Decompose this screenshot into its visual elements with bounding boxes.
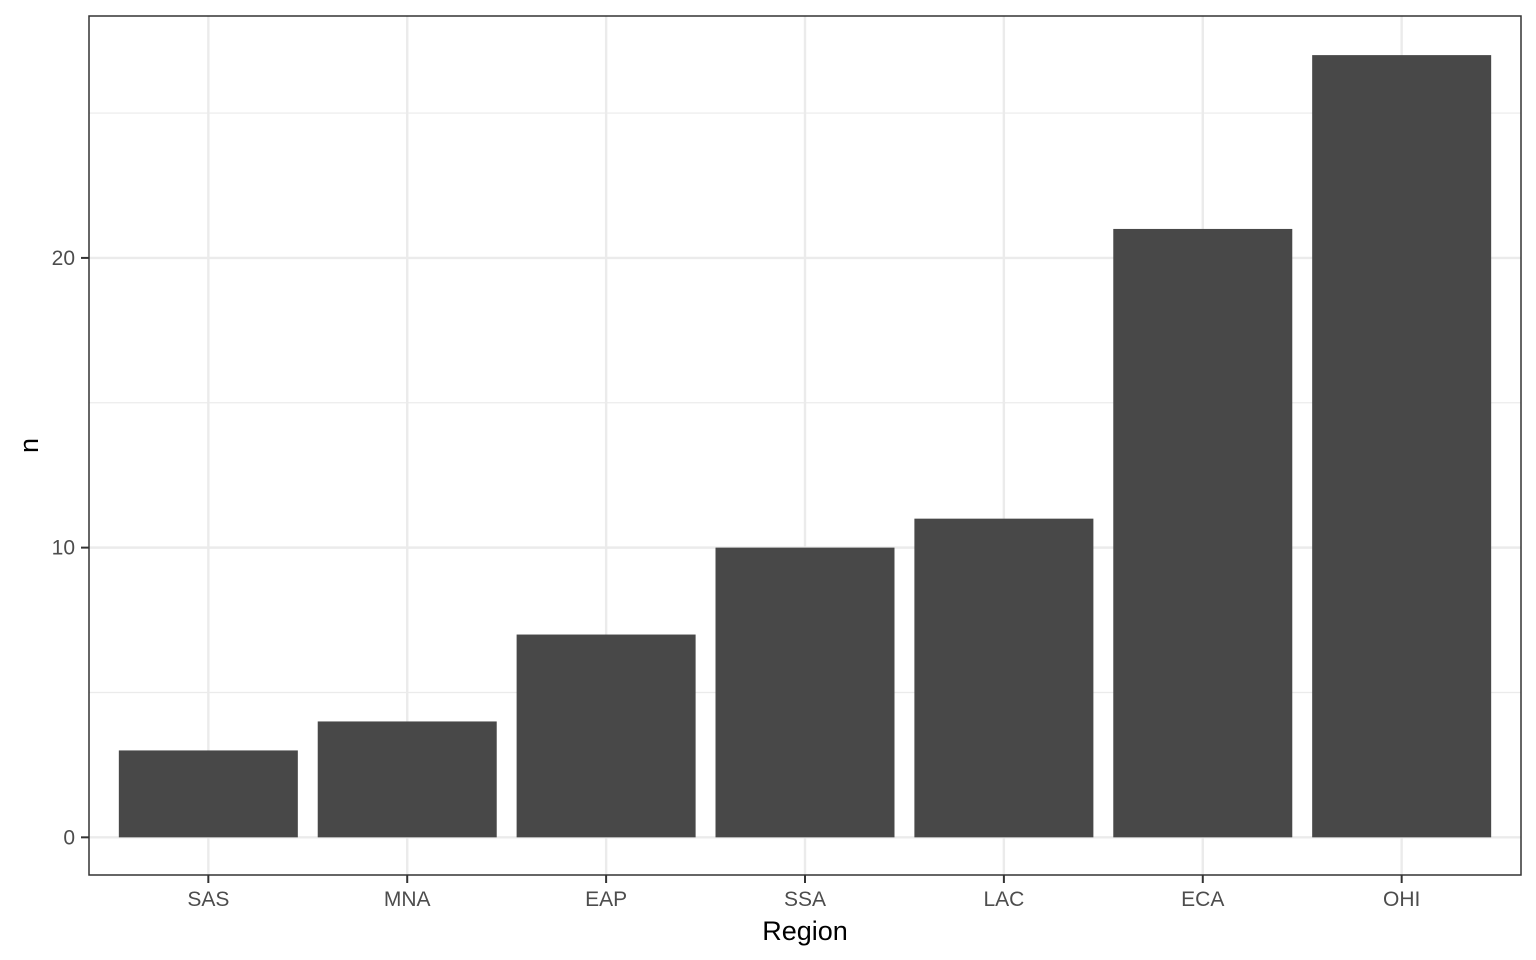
bar-mna bbox=[317, 721, 497, 838]
x-tick-label: SAS bbox=[187, 888, 229, 911]
bar-eap bbox=[516, 634, 696, 838]
x-tick-label: LAC bbox=[983, 888, 1024, 911]
x-tick-label: MNA bbox=[384, 888, 431, 911]
x-axis-title: Region bbox=[762, 916, 848, 946]
bar-sas bbox=[118, 750, 298, 838]
x-tick-label: OHI bbox=[1383, 888, 1420, 911]
x-tick-label: ECA bbox=[1181, 888, 1224, 911]
bar-ohi bbox=[1312, 55, 1492, 838]
bars bbox=[118, 55, 1492, 838]
y-tick-label: 0 bbox=[63, 826, 75, 849]
y-tick-label: 10 bbox=[52, 537, 75, 560]
bar-ssa bbox=[715, 547, 895, 838]
x-tick-label: SSA bbox=[784, 888, 826, 911]
bar-lac bbox=[914, 518, 1094, 838]
y-axis-title: n bbox=[14, 438, 44, 453]
y-tick-label: 20 bbox=[52, 247, 75, 270]
x-tick-label: EAP bbox=[585, 888, 627, 911]
y-axis: 0 10 20 bbox=[52, 247, 89, 849]
bar-eca bbox=[1113, 228, 1293, 838]
x-axis: SAS MNA EAP SSA LAC ECA OHI bbox=[187, 875, 1420, 911]
